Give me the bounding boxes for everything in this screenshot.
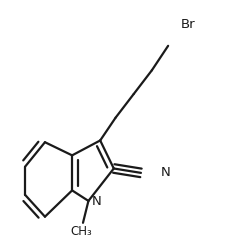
Text: CH₃: CH₃ [70,225,92,238]
Text: N: N [92,196,101,209]
Text: Br: Br [181,18,195,31]
Text: N: N [160,166,170,179]
